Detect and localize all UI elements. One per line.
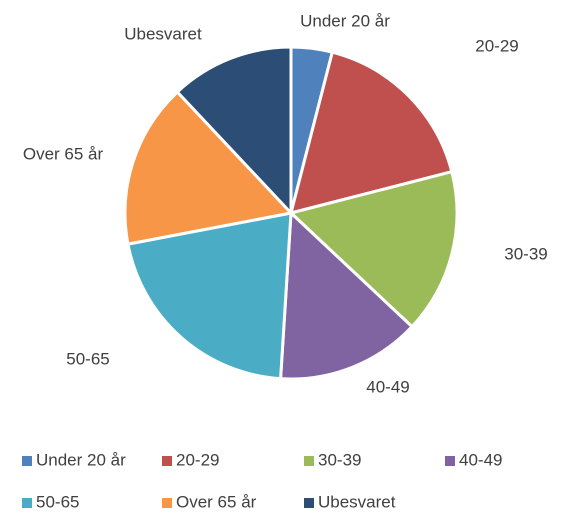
legend-swatch [304,456,314,466]
slice-label: 40-49 [366,377,409,396]
pie-slice [126,211,293,381]
legend-label: 40-49 [459,450,502,469]
legend-swatch [304,498,314,508]
legend-label: 30-39 [318,450,361,469]
slice-label: 30-39 [504,244,547,263]
legend-swatch [162,456,172,466]
slice-label: Ubesvaret [124,24,202,43]
legend-swatch [445,456,455,466]
legend-swatch [22,456,32,466]
legend-label: Ubesvaret [318,492,396,511]
slice-label: 20-29 [475,36,518,55]
pie-slice [289,50,454,215]
slice-label: Over 65 år [23,144,104,163]
legend-label: Over 65 år [176,492,257,511]
slice-label: 50-65 [66,349,109,368]
legend-swatch [22,498,32,508]
legend-label: 20-29 [176,450,219,469]
pie-slice [175,45,293,215]
slice-label: Under 20 år [300,11,390,30]
legend-label: 50-65 [36,492,79,511]
pie-slice [123,90,293,246]
pie-slice [289,170,459,329]
legend-swatch [162,498,172,508]
legend-label: Under 20 år [36,450,126,469]
pie-slice [279,211,414,381]
